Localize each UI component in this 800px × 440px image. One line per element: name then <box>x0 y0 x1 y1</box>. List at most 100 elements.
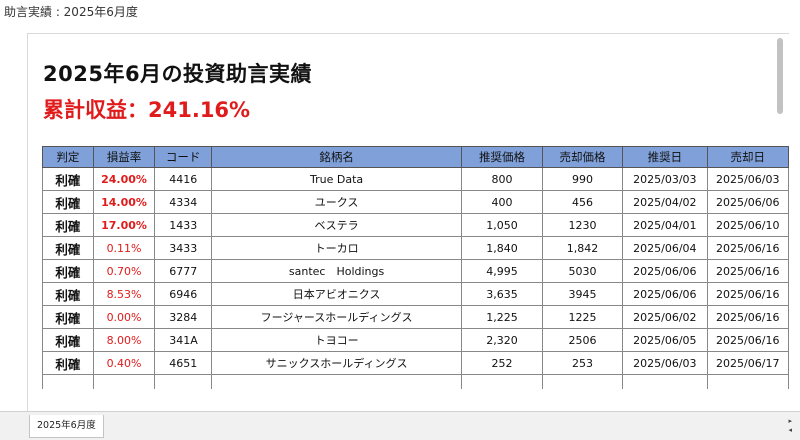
cell-sell-date: 2025/06/16 <box>706 328 789 352</box>
sheet-tab-bar: 2025年6月度 ▸ ◂ <box>0 411 800 440</box>
cell-sell-date: 2025/06/03 <box>706 167 789 191</box>
header-verdict: 判定 <box>42 146 94 168</box>
cell-pl-rate: 0.00% <box>92 305 156 329</box>
table-row: 利確 0.70% 6777 santec Holdings 4,995 5030 2025/… <box>42 259 789 283</box>
vertical-scrollbar[interactable] <box>777 38 783 114</box>
cell-verdict: 利確 <box>42 259 94 283</box>
table-row: 利確 24.00% 4416 True Data 800 990 2025/03/03 202… <box>42 167 789 191</box>
cell-verdict: 利確 <box>42 328 94 352</box>
cell-verdict: 利確 <box>42 213 94 237</box>
cell-recommended-price: 1,840 <box>461 236 543 260</box>
header-sell-date: 売却日 <box>706 146 789 168</box>
cell-sell-price: 5030 <box>541 259 624 283</box>
cell-sell-date: 2025/06/16 <box>706 282 789 306</box>
cell-sell-date: 2025/06/16 <box>706 236 789 260</box>
cell-sell-date: 2025/06/10 <box>706 213 789 237</box>
cell-stock-name: トヨコー <box>210 328 463 352</box>
cell-recommended-date: 2025/06/04 <box>622 236 708 260</box>
cell-pl-rate: 0.11% <box>92 236 156 260</box>
table-row: 利確 17.00% 1433 ベステラ 1,050 1230 2025/04/01 2025/… <box>42 213 789 237</box>
cell-stock-name: ユークス <box>210 190 463 214</box>
header-code: コード <box>154 146 212 168</box>
cell-recommended-price: 2,320 <box>461 328 543 352</box>
cell-code: 4334 <box>154 190 212 214</box>
cell-recommended-price: 400 <box>461 190 543 214</box>
cell-sell-price: 456 <box>541 190 624 214</box>
header-stock-name: 銘柄名 <box>210 146 463 168</box>
table-row: 利確 0.11% 3433 トーカロ 1,840 1,842 2025/06/04 2025/… <box>42 236 789 260</box>
cell-stock-name: フージャースホールディングス <box>210 305 463 329</box>
cell-pl-rate: 8.00% <box>92 328 156 352</box>
cell-recommended-date: 2025/04/02 <box>622 190 708 214</box>
cumulative-return: 累計収益：241.16% <box>43 98 251 122</box>
cell-pl-rate: 24.00% <box>92 167 156 191</box>
cell-verdict: 利確 <box>42 282 94 306</box>
header-recommended-date: 推奨日 <box>622 146 708 168</box>
header-pl-rate: 損益率 <box>92 146 156 168</box>
cell-sell-price: 990 <box>541 167 624 191</box>
cell-recommended-price: 800 <box>461 167 543 191</box>
cell-pl-rate: 0.40% <box>92 351 156 375</box>
cell-stock-name: トーカロ <box>210 236 463 260</box>
results-table: 判定 損益率 コード 銘柄名 推奨価格 売却価格 推奨日 売却日 利確 24.00… <box>42 146 789 389</box>
header-sell-price: 売却価格 <box>541 146 624 168</box>
cell-pl-rate: 17.00% <box>92 213 156 237</box>
cell-recommended-price: 1,050 <box>461 213 543 237</box>
cell-sell-date: 2025/06/16 <box>706 305 789 329</box>
cell-sell-price: 1225 <box>541 305 624 329</box>
cell-code: 1433 <box>154 213 212 237</box>
cell-pl-rate: 8.53% <box>92 282 156 306</box>
cell-recommended-date: 2025/06/06 <box>622 282 708 306</box>
caret-left-icon[interactable]: ◂ <box>788 426 792 434</box>
table-row-partial <box>42 374 789 389</box>
page-title: 助言実績 : 2025年6月度 <box>4 5 138 19</box>
cell-stock-name: santec Holdings <box>210 259 463 283</box>
cell-sell-price: 1,842 <box>541 236 624 260</box>
cell-recommended-price: 3,635 <box>461 282 543 306</box>
cell-verdict: 利確 <box>42 190 94 214</box>
cell-sell-date: 2025/06/16 <box>706 259 789 283</box>
cell-code: 3433 <box>154 236 212 260</box>
cell-stock-name: ベステラ <box>210 213 463 237</box>
cell-code: 341A <box>154 328 212 352</box>
cell-recommended-date: 2025/06/03 <box>622 351 708 375</box>
cell-code: 6777 <box>154 259 212 283</box>
caret-right-icon[interactable]: ▸ <box>788 417 792 425</box>
table-row: 利確 8.00% 341A トヨコー 2,320 2506 2025/06/05 2025/0… <box>42 328 789 352</box>
cell-verdict: 利確 <box>42 167 94 191</box>
cell-sell-date: 2025/06/17 <box>706 351 789 375</box>
cell-recommended-date: 2025/06/06 <box>622 259 708 283</box>
table-row: 利確 0.40% 4651 サニックスホールディングス 252 253 2025/06/03… <box>42 351 789 375</box>
table-row: 利確 14.00% 4334 ユークス 400 456 2025/04/02 2025/06/… <box>42 190 789 214</box>
cell-code: 6946 <box>154 282 212 306</box>
cell-code: 4651 <box>154 351 212 375</box>
cell-recommended-price: 252 <box>461 351 543 375</box>
sheet-tab-active[interactable]: 2025年6月度 <box>29 415 104 438</box>
cell-verdict: 利確 <box>42 305 94 329</box>
cell-recommended-date: 2025/06/02 <box>622 305 708 329</box>
document-viewer[interactable]: 2025年6月の投資助言実績 累計収益：241.16% 判定 損益率 コード 銘… <box>27 33 789 413</box>
cell-sell-price: 2506 <box>541 328 624 352</box>
cell-stock-name: 日本アビオニクス <box>210 282 463 306</box>
document-heading: 2025年6月の投資助言実績 <box>43 62 313 86</box>
cell-sell-price: 253 <box>541 351 624 375</box>
cell-sell-price: 3945 <box>541 282 624 306</box>
table-row: 利確 8.53% 6946 日本アビオニクス 3,635 3945 2025/06/06 20… <box>42 282 789 306</box>
cell-stock-name: True Data <box>210 167 463 191</box>
table-row: 利確 0.00% 3284 フージャースホールディングス 1,225 1225 2025/0… <box>42 305 789 329</box>
cell-pl-rate: 0.70% <box>92 259 156 283</box>
cell-code: 3284 <box>154 305 212 329</box>
cell-recommended-price: 1,225 <box>461 305 543 329</box>
cell-recommended-date: 2025/06/05 <box>622 328 708 352</box>
cell-verdict: 利確 <box>42 351 94 375</box>
cell-recommended-date: 2025/03/03 <box>622 167 708 191</box>
cell-verdict: 利確 <box>42 236 94 260</box>
cell-stock-name: サニックスホールディングス <box>210 351 463 375</box>
header-recommended-price: 推奨価格 <box>461 146 543 168</box>
cell-pl-rate: 14.00% <box>92 190 156 214</box>
cell-code: 4416 <box>154 167 212 191</box>
cell-recommended-date: 2025/04/01 <box>622 213 708 237</box>
cell-recommended-price: 4,995 <box>461 259 543 283</box>
cell-sell-date: 2025/06/06 <box>706 190 789 214</box>
cell-sell-price: 1230 <box>541 213 624 237</box>
